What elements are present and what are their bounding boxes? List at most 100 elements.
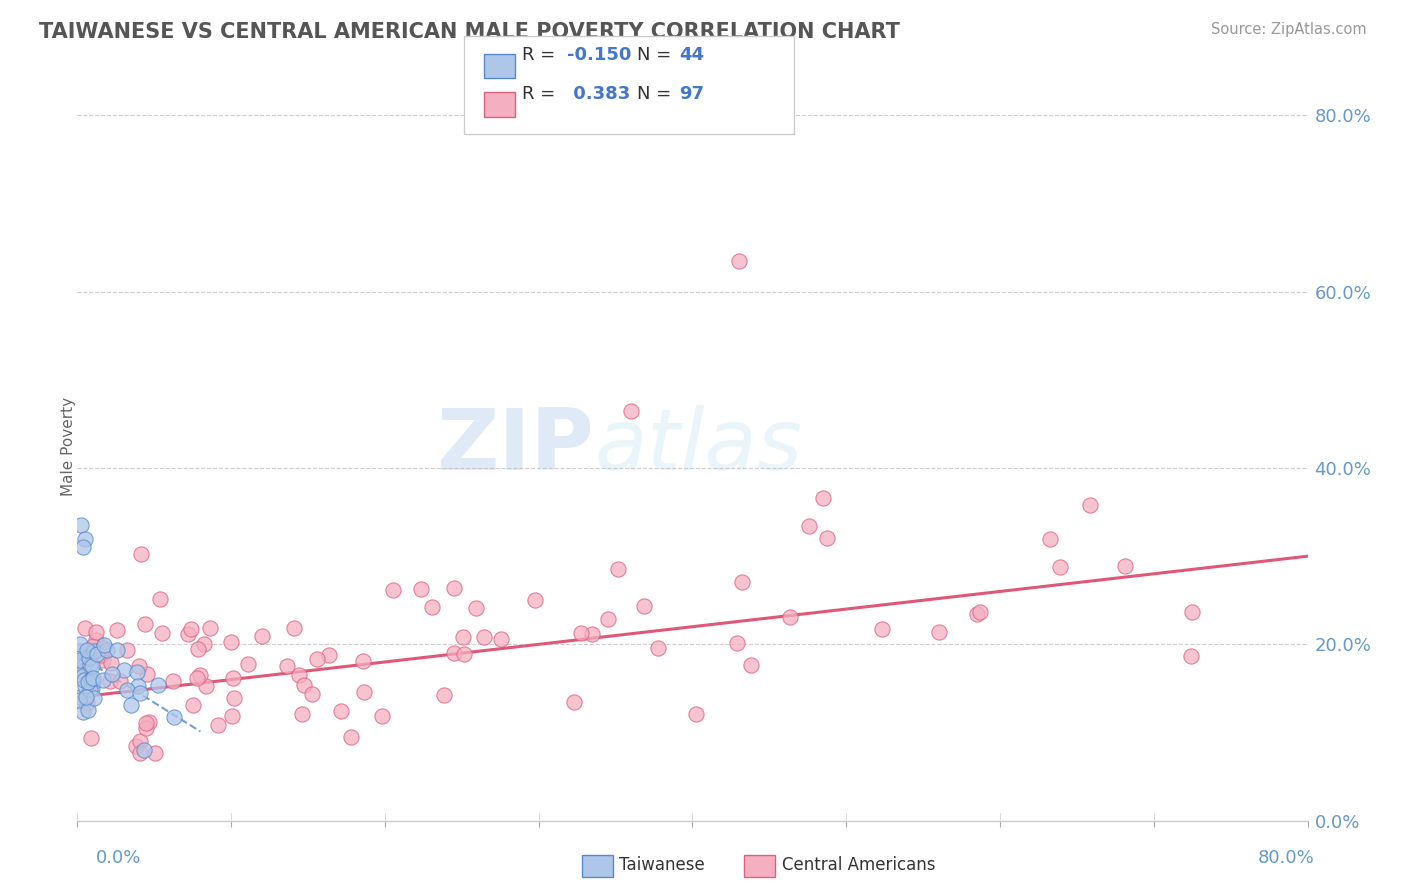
Point [620, 403, 643, 417]
Point [115, 643, 138, 657]
Point [190, 668, 212, 682]
Point [84, 625, 107, 640]
Point [84, 632, 107, 647]
Point [69, 653, 91, 667]
Point [73, 532, 96, 546]
Point [340, 730, 363, 744]
Point [181, 698, 204, 713]
Point [128, 658, 150, 673]
Text: 97: 97 [679, 85, 704, 103]
Point [86, 647, 108, 661]
Point [82, 675, 104, 690]
Point [581, 627, 603, 641]
Point [562, 695, 585, 709]
Point [330, 704, 353, 718]
Point [129, 547, 152, 561]
Point [76, 643, 98, 657]
Text: Source: ZipAtlas.com: Source: ZipAtlas.com [1211, 22, 1367, 37]
Text: atlas: atlas [595, 404, 801, 488]
Point [91, 673, 114, 687]
Point [195, 679, 218, 693]
Point [135, 721, 157, 735]
Point [352, 654, 374, 668]
Point [443, 646, 465, 660]
Point [76, 703, 98, 717]
Text: N =: N = [637, 85, 676, 103]
Point [276, 659, 298, 673]
Point [101, 667, 124, 681]
Point [1181, 605, 1204, 619]
Point [136, 667, 159, 681]
Point [409, 582, 432, 597]
Text: 80.0%: 80.0% [1258, 849, 1315, 867]
Point [451, 630, 474, 644]
Point [80, 681, 103, 695]
Point [79, 651, 101, 665]
Point [129, 686, 152, 700]
Y-axis label: Male Poverty: Male Poverty [62, 396, 76, 496]
Point [73, 658, 96, 673]
Point [105, 643, 128, 657]
Point [150, 625, 173, 640]
Point [283, 621, 305, 635]
Point [301, 687, 323, 701]
Point [607, 562, 630, 576]
Point [79, 683, 101, 698]
Point [128, 734, 150, 748]
Point [730, 575, 752, 590]
Point [177, 626, 200, 640]
Point [291, 706, 314, 721]
Text: -0.150: -0.150 [567, 46, 631, 64]
Point [115, 682, 138, 697]
Point [80, 731, 103, 745]
Point [82, 639, 104, 653]
Point [100, 656, 122, 670]
Point [236, 657, 259, 671]
Point [86, 642, 108, 657]
Text: Central Americans: Central Americans [782, 856, 935, 874]
Text: R =: R = [522, 46, 561, 64]
Point [125, 665, 148, 679]
Point [80, 658, 103, 673]
Point [420, 600, 443, 615]
Point [443, 582, 465, 596]
Point [453, 647, 475, 661]
Point [135, 715, 157, 730]
Point [222, 671, 245, 685]
Point [966, 607, 988, 621]
Point [90, 648, 112, 662]
Point [381, 582, 404, 597]
Point [472, 630, 495, 644]
Text: 0.383: 0.383 [567, 85, 630, 103]
Point [252, 628, 274, 642]
Point [146, 678, 169, 692]
Point [134, 617, 156, 632]
Point [569, 626, 592, 640]
Point [72, 669, 94, 683]
Point [198, 621, 221, 635]
Point [180, 622, 202, 636]
Point [219, 635, 242, 649]
Point [193, 636, 215, 650]
Text: TAIWANESE VS CENTRAL AMERICAN MALE POVERTY CORRELATION CHART: TAIWANESE VS CENTRAL AMERICAN MALE POVER… [39, 22, 900, 42]
Point [67, 644, 90, 658]
Point [371, 709, 394, 723]
Point [221, 708, 243, 723]
Point [91, 653, 114, 667]
Point [105, 623, 128, 637]
Point [489, 632, 512, 647]
Point [73, 679, 96, 693]
Point [82, 671, 104, 685]
Point [138, 714, 160, 729]
Point [67, 692, 90, 706]
Point [433, 689, 456, 703]
Point [1039, 532, 1062, 546]
Point [132, 743, 155, 757]
Point [127, 679, 149, 693]
Point [73, 673, 96, 687]
Point [79, 657, 101, 672]
Point [1078, 498, 1101, 512]
Point [69, 690, 91, 704]
Point [187, 642, 209, 657]
Point [149, 591, 172, 606]
